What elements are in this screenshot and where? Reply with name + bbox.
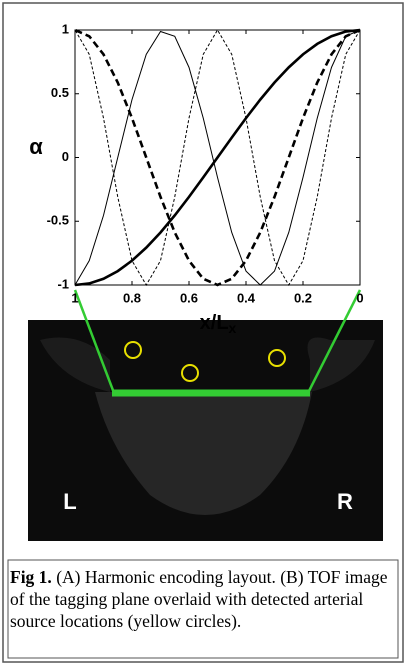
x-tick-label: 1 [71, 290, 78, 305]
caption-label: Fig 1. [10, 567, 52, 587]
page: L R α x/Lx -1 -0.5 0 0.5 1 1 0.8 0.6 0.4 0.2 0 Fig… [0, 0, 409, 667]
image-label: L [63, 489, 76, 514]
x-tick-label: 0.6 [180, 290, 198, 305]
y-axis-label: α [29, 134, 43, 159]
x-tick-label: 0 [356, 290, 363, 305]
x-axis-label-sub: x [229, 320, 237, 336]
caption: Fig 1. (A) Harmonic encoding layout. (B)… [10, 566, 388, 632]
x-axis-label-main: x/L [200, 312, 229, 334]
caption-text: (A) Harmonic encoding layout. (B) TOF im… [10, 567, 387, 631]
y-tick-label: -0.5 [47, 213, 69, 228]
x-tick-label: 0.8 [123, 290, 141, 305]
x-tick-label: 0.4 [237, 290, 256, 305]
y-tick-label: -1 [57, 276, 69, 291]
y-tick-label: 0.5 [51, 85, 69, 100]
y-tick-label: 1 [62, 21, 69, 36]
x-tick-label: 0.2 [294, 290, 312, 305]
x-axis-label: x/Lx [200, 312, 237, 335]
image-label: R [337, 489, 353, 514]
y-tick-label: 0 [62, 149, 69, 164]
